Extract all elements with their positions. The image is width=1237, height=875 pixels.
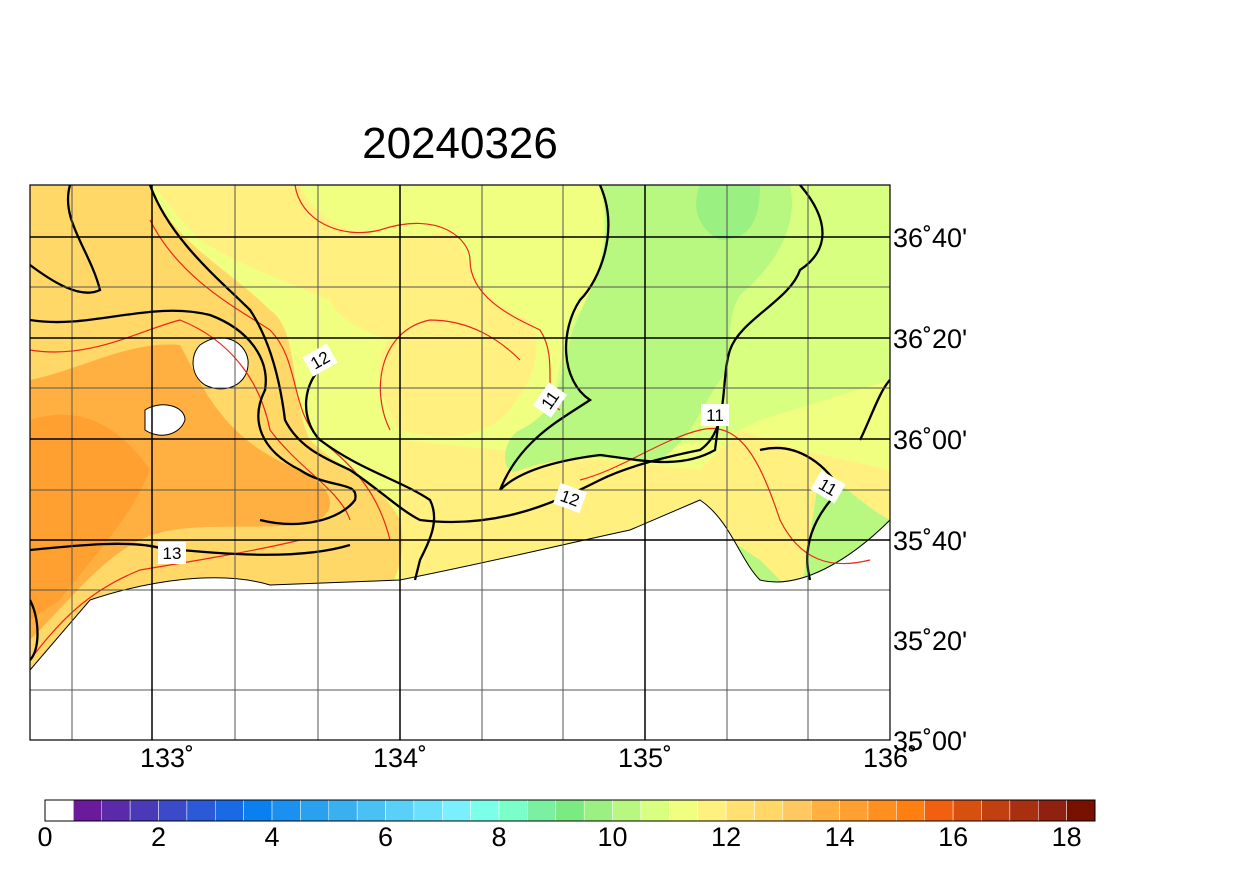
- colorbar-swatch: [697, 799, 727, 822]
- colorbar-label: 4: [265, 822, 280, 852]
- colorbar-swatch: [44, 799, 74, 822]
- contour-label: 11: [810, 470, 846, 504]
- colorbar-swatch: [640, 799, 670, 822]
- colorbar-swatch: [1037, 799, 1067, 822]
- colorbar-swatch: [442, 799, 471, 822]
- colorbar-swatch: [612, 799, 642, 822]
- colorbar-swatch: [981, 799, 1011, 822]
- colorbar-frame: [44, 799, 1096, 822]
- colorbar-swatch: [555, 799, 585, 822]
- colorbar-label: 16: [938, 822, 968, 852]
- contour-label: 11: [701, 404, 729, 426]
- colorbar-swatch: [583, 799, 613, 822]
- contour-label-box: [158, 542, 186, 564]
- colorbar-swatch: [271, 799, 301, 822]
- contour-label-box: [810, 470, 846, 504]
- colorbar-label: 8: [492, 822, 507, 852]
- lat-label: 35˚40': [893, 526, 967, 556]
- lon-label: 136˚: [863, 743, 917, 773]
- colorbar-swatch: [356, 799, 386, 822]
- lon-label: 133˚: [140, 743, 194, 773]
- colorbar-swatch: [215, 799, 244, 822]
- colorbar-swatch: [867, 799, 897, 822]
- lat-label: 36˚20': [893, 324, 967, 354]
- colorbar-swatch: [1066, 799, 1096, 822]
- colorbar-label: 6: [378, 822, 393, 852]
- colorbar-swatch: [782, 799, 812, 822]
- colorbar-swatch: [186, 799, 216, 822]
- colorbar-swatch: [243, 799, 273, 822]
- colorbar-label: 12: [711, 822, 741, 852]
- colorbar-swatch: [129, 799, 159, 822]
- sst-field: [30, 185, 890, 740]
- colorbar-swatch: [101, 799, 131, 822]
- colorbar-swatch: [952, 799, 982, 822]
- colorbar-swatch: [924, 799, 954, 822]
- contour-label-box: [302, 343, 338, 377]
- colorbar-swatch: [1009, 799, 1039, 822]
- contour-label-box: [701, 404, 729, 426]
- colorbar-swatch: [385, 799, 415, 822]
- contour-label: 12: [553, 482, 587, 514]
- contour-label-text: 11: [706, 406, 724, 425]
- contour-label-box: [553, 482, 587, 514]
- colorbar-swatch: [839, 799, 869, 822]
- colorbar-label: 2: [151, 822, 166, 852]
- colorbar-label: 14: [825, 822, 855, 852]
- colorbar-swatch: [158, 799, 188, 822]
- lat-label: 35˚20': [893, 626, 967, 656]
- lat-label: 36˚00': [893, 425, 967, 455]
- contour-label-box: [532, 382, 568, 418]
- lat-label: 35˚00': [893, 726, 967, 756]
- colorbar-swatch: [328, 799, 358, 822]
- colorbar-swatch: [470, 799, 500, 822]
- colorbar-swatch: [413, 799, 443, 822]
- contour-label: 13: [158, 542, 186, 564]
- colorbar-swatch: [527, 799, 557, 822]
- lon-label: 134˚: [373, 743, 427, 773]
- colorbar-swatch: [300, 799, 330, 822]
- colorbar-swatch: [896, 799, 925, 822]
- colorbar-swatch: [810, 799, 840, 822]
- colorbar-swatch: [73, 799, 103, 822]
- contour-label-text: 13: [163, 544, 182, 563]
- colorbar-swatch: [498, 799, 528, 822]
- lat-label: 36˚40': [893, 223, 967, 253]
- map-frame: [29, 184, 891, 741]
- lon-label: 135˚: [618, 743, 672, 773]
- title: 20240326: [362, 119, 558, 168]
- colorbar-label: 0: [37, 822, 52, 852]
- colorbar-swatch: [725, 799, 755, 822]
- colorbar-swatch: [754, 799, 784, 822]
- colorbar-label: 10: [598, 822, 628, 852]
- colorbar-swatch: [669, 799, 698, 822]
- colorbar-label: 18: [1052, 822, 1082, 852]
